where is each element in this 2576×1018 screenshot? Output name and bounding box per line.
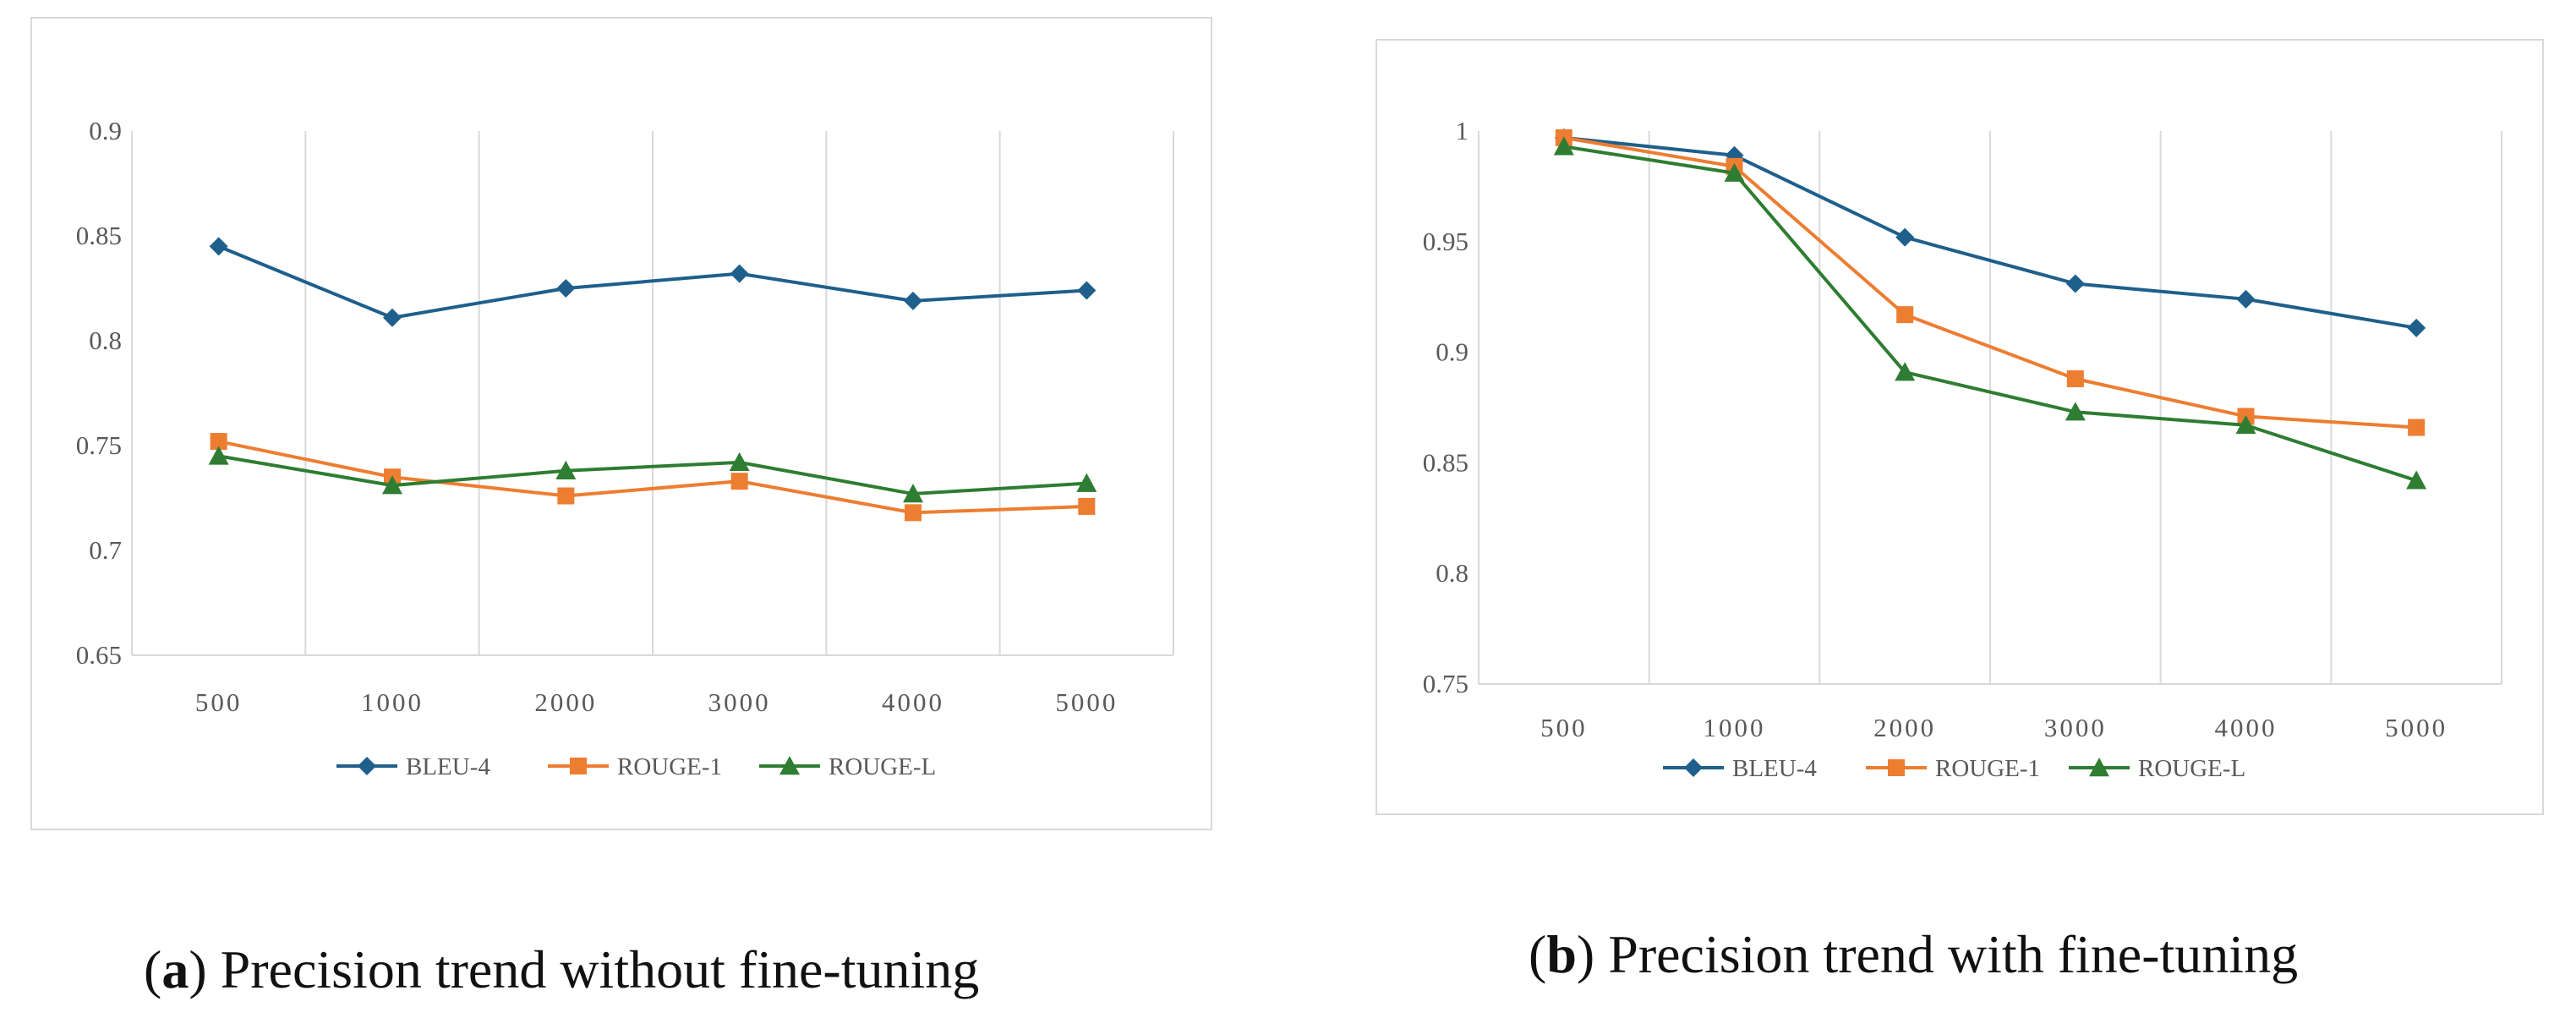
chart-a-series-bleu-4-point — [209, 237, 228, 256]
chart-a-series-rouge-1-point — [210, 433, 227, 451]
chart-b-series-bleu-4-point — [1895, 227, 1915, 247]
chart-b-series-bleu-4-line — [1563, 135, 2417, 330]
chart-b-x-tick-label: 4000 — [2215, 713, 2278, 742]
caption-a: (a) Precision trend without fine-tuning — [144, 939, 980, 999]
chart-b-series-rouge-l-point — [1724, 162, 1745, 182]
caption-a-letter: a — [161, 939, 189, 999]
chart-a-y-tick-label: 0.9 — [89, 116, 122, 145]
chart-a-y-tick-label: 0.75 — [76, 430, 122, 460]
chart-b-svg: 1 0.95 0.9 0.85 0.8 0.75 500 1000 2000 3000 4000 50… — [1423, 116, 2502, 782]
chart-a-series-bleu-4-point — [383, 308, 402, 327]
chart-b-series-rouge-l-point — [1895, 362, 1916, 381]
chart-a-x-tick-label: 2000 — [534, 687, 597, 717]
chart-a-series-rouge-l-line — [218, 454, 1087, 496]
chart-b-x-tick-label: 500 — [1540, 713, 1588, 742]
chart-b-legend-bleu-4-marker — [1684, 758, 1703, 777]
chart-b-legend-rouge-l-marker — [2089, 758, 2109, 777]
chart-b-y-tick-label: 0.95 — [1423, 227, 1468, 256]
chart-a-svg: 0.9 0.85 0.8 0.75 0.7 0.65 500 1000 2000 3000 4000… — [76, 116, 1174, 780]
chart-b-y-tick-label: 0.75 — [1423, 669, 1468, 698]
chart-a-series-rouge-1-point — [905, 504, 922, 522]
chart-b-legend-rouge-1-marker — [1888, 759, 1905, 776]
chart-a-x-tick-label: 4000 — [882, 687, 944, 717]
chart-b-series-rouge-l-point — [2406, 470, 2427, 490]
chart-a-y-tick-label: 0.8 — [89, 326, 122, 355]
chart-b-series-bleu-4-point — [2065, 274, 2085, 293]
chart-b-series-rouge-1-line — [1563, 135, 2417, 430]
chart-a-legend-rouge-1-label: ROUGE-1 — [617, 753, 722, 780]
chart-b-series-rouge-1-point — [1896, 306, 1914, 324]
chart-a-series-rouge-1-line — [218, 440, 1087, 515]
chart-a-series-rouge-l-point — [1076, 473, 1097, 492]
chart-a-legend-rouge-1-marker — [570, 758, 587, 774]
chart-a-legend-bleu-4-label: BLEU-4 — [406, 753, 490, 780]
chart-a-series-bleu-4-point — [556, 279, 576, 298]
chart-b-series-bleu-4-point — [2236, 289, 2256, 309]
chart-b-series-rouge-1-point — [2066, 369, 2084, 387]
caption-a-text: Precision trend without fine-tuning — [206, 939, 980, 999]
chart-b-series-rouge-l-point — [1553, 136, 1574, 156]
chart-b-legend-rouge-1-label: ROUGE-1 — [1935, 755, 2040, 782]
chart-a-x-tick-label: 1000 — [361, 687, 424, 717]
chart-a-series-bleu-4-point — [1077, 281, 1097, 300]
chart-b-y-tick-label: 0.85 — [1423, 447, 1468, 477]
caption-b-letter: b — [1546, 924, 1577, 984]
chart-a-series-bleu-4-line — [217, 244, 1087, 320]
chart-a-y-tick-label: 0.65 — [76, 640, 122, 670]
chart-a-series-rouge-1-point — [1078, 497, 1096, 515]
chart-a-x-tick-label: 5000 — [1055, 687, 1118, 717]
chart-b-y-tick-label: 0.9 — [1436, 337, 1468, 367]
chart-b-legend-bleu-4-label: BLEU-4 — [1732, 755, 1817, 782]
chart-b-x-tick-label: 3000 — [2044, 713, 2107, 742]
chart-b-x-tick-label: 5000 — [2385, 713, 2447, 742]
chart-b-x-tick-label: 2000 — [1873, 713, 1936, 742]
chart-b-series-rouge-l-point — [2235, 414, 2256, 435]
chart-b-y-tick-label: 0.8 — [1436, 558, 1468, 588]
caption-b-text: Precision trend with fine-tuning — [1594, 924, 2299, 984]
chart-a-y-tick-label: 0.85 — [76, 221, 122, 250]
chart-a-series-bleu-4-point — [904, 291, 922, 310]
chart-b-y-tick-label: 1 — [1456, 116, 1469, 145]
caption-b: (b) Precision trend with fine-tuning — [1529, 924, 2299, 984]
chart-a-series-rouge-l-point — [903, 484, 923, 503]
chart-b-x-tick-label: 1000 — [1704, 713, 1766, 742]
chart-b-legend-rouge-l-label: ROUGE-L — [2138, 755, 2245, 782]
chart-a-series-rouge-l-point — [208, 446, 229, 465]
chart-b-series-rouge-1-point — [2408, 419, 2426, 436]
chart-a-series-rouge-1-point — [557, 487, 575, 505]
chart-a-x-tick-label: 500 — [195, 687, 243, 717]
chart-a-series-rouge-l-point — [555, 460, 577, 479]
chart-panel-b: 1 0.95 0.9 0.85 0.8 0.75 500 1000 2000 3000 4000 50… — [1376, 39, 2544, 815]
chart-a-legend-rouge-l-marker — [779, 756, 800, 775]
chart-a-series-rouge-l-point — [382, 475, 402, 495]
chart-a-y-tick-label: 0.7 — [89, 535, 122, 565]
chart-b-series-bleu-4-point — [2407, 318, 2426, 337]
chart-b-series-rouge-l-point — [2065, 402, 2086, 421]
chart-a-legend-bleu-4-marker — [358, 757, 376, 775]
chart-a-legend-rouge-l-label: ROUGE-L — [829, 753, 936, 780]
chart-a-series-rouge-1-point — [730, 473, 748, 490]
chart-a-x-tick-label: 3000 — [708, 687, 771, 717]
chart-a-series-bleu-4-point — [730, 264, 749, 283]
chart-panel-a: 0.9 0.85 0.8 0.75 0.7 0.65 500 1000 2000 3000 4000… — [30, 17, 1212, 830]
chart-a-series-rouge-l-point — [729, 452, 750, 472]
chart-b-series-rouge-l-line — [1563, 145, 2417, 483]
